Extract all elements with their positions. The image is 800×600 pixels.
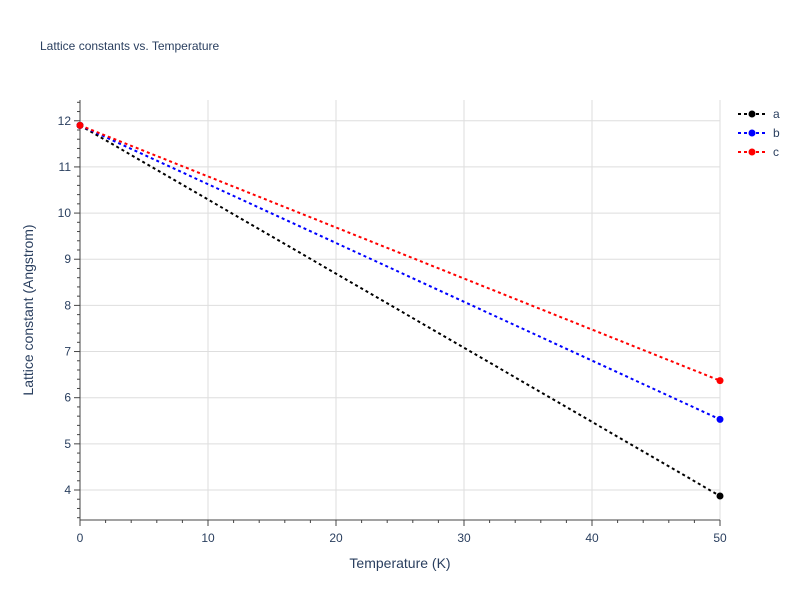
grid bbox=[80, 100, 721, 520]
x-tick-label: 20 bbox=[329, 531, 343, 545]
axes: 0 10 20 30 40 50 4 5 6 7 8 9 10 11 12 bbox=[58, 100, 727, 545]
series-line-a[interactable] bbox=[79, 124, 721, 497]
y-tick-label: 12 bbox=[58, 114, 72, 128]
legend-marker-b bbox=[748, 129, 756, 137]
x-tick-label: 0 bbox=[77, 531, 84, 545]
data-point-a[interactable] bbox=[716, 492, 724, 500]
legend[interactable]: abc bbox=[738, 107, 780, 159]
x-tick-label: 10 bbox=[201, 531, 215, 545]
legend-marker-c bbox=[748, 148, 756, 156]
legend-label-b: b bbox=[773, 126, 780, 140]
y-tick-label: 11 bbox=[59, 160, 72, 174]
y-tick-label: 5 bbox=[64, 437, 71, 451]
x-tick-label: 50 bbox=[713, 531, 727, 545]
y-tick-label: 6 bbox=[64, 391, 71, 405]
legend-item-c[interactable]: c bbox=[738, 145, 779, 159]
y-tick-label: 7 bbox=[64, 345, 71, 359]
legend-item-b[interactable]: b bbox=[738, 126, 780, 140]
y-tick-label: 4 bbox=[64, 483, 71, 497]
y-tick-label: 8 bbox=[64, 298, 71, 312]
x-tick-label: 40 bbox=[585, 531, 599, 545]
legend-label-c: c bbox=[773, 145, 779, 159]
series-line-c[interactable] bbox=[79, 124, 721, 382]
data-point-c[interactable] bbox=[716, 377, 724, 385]
data-point-b[interactable] bbox=[716, 415, 724, 423]
series-group bbox=[76, 121, 724, 500]
y-tick-label: 9 bbox=[64, 252, 71, 266]
legend-marker-a bbox=[748, 110, 756, 118]
x-tick-label: 30 bbox=[457, 531, 471, 545]
y-tick-label: 10 bbox=[58, 206, 72, 220]
legend-item-a[interactable]: a bbox=[738, 107, 780, 121]
x-axis-title: Temperature (K) bbox=[349, 555, 450, 571]
data-point-c[interactable] bbox=[76, 121, 84, 129]
chart-title: Lattice constants vs. Temperature bbox=[40, 39, 220, 53]
series-line-b[interactable] bbox=[79, 124, 721, 421]
legend-label-a: a bbox=[773, 107, 780, 121]
y-axis-title: Lattice constant (Angstrom) bbox=[20, 224, 36, 395]
